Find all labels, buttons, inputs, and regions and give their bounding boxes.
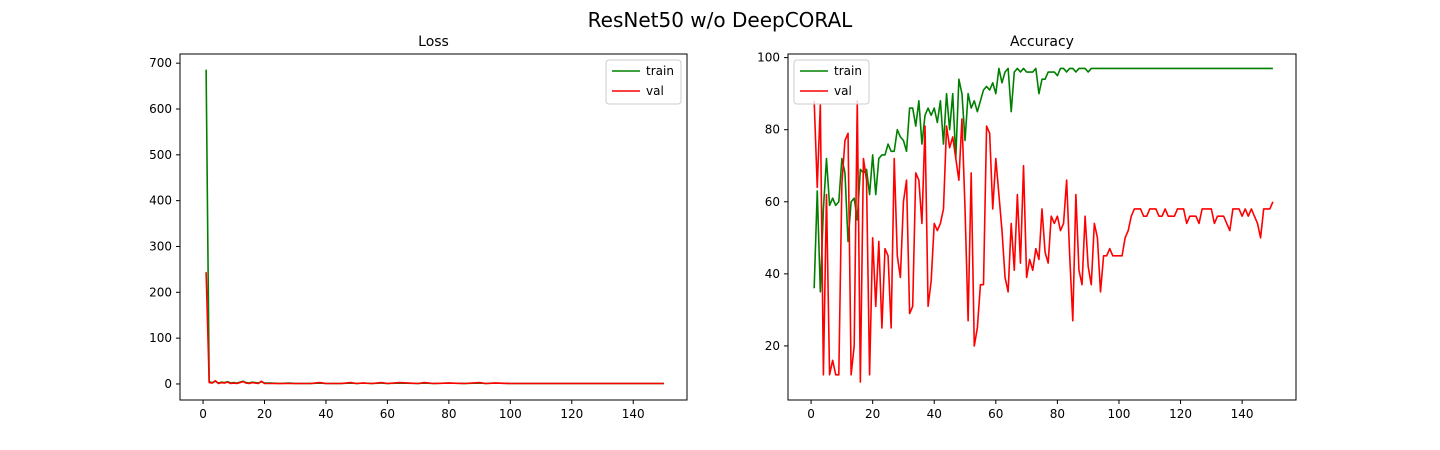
x-tick-label: 120 <box>560 407 583 421</box>
x-tick-label: 20 <box>865 407 880 421</box>
series-group <box>205 69 664 385</box>
y-tick-label: 400 <box>149 194 172 208</box>
chart-title: Accuracy <box>1010 34 1074 50</box>
x-tick-label: 140 <box>1231 407 1254 421</box>
x-tick-label: 80 <box>441 407 456 421</box>
plot-frame <box>179 53 688 401</box>
series-line-train <box>205 69 664 385</box>
legend-label-train: train <box>834 64 862 78</box>
y-tick-label: 0 <box>164 377 172 391</box>
y-tick-label: 200 <box>149 285 172 299</box>
y-tick-label: 40 <box>765 267 780 281</box>
plot-frame <box>787 53 1297 401</box>
x-tick-label: 40 <box>927 407 942 421</box>
figure-title: ResNet50 w/o DeepCORAL <box>588 8 854 32</box>
x-tick-label: 100 <box>499 407 522 421</box>
y-tick-label: 500 <box>149 148 172 162</box>
series-line-train <box>813 67 1273 293</box>
legend-label-train: train <box>646 64 674 78</box>
legend-label-val: val <box>834 84 852 98</box>
y-tick-label: 80 <box>765 123 780 137</box>
x-tick-label: 140 <box>622 407 645 421</box>
loss-axes: Loss 0 20 40 60 80 100 120 140 0 100 200 300 400 500 60… <box>149 34 688 421</box>
y-tick-label: 20 <box>765 339 780 353</box>
x-tick-label: 60 <box>380 407 395 421</box>
x-tick-label: 100 <box>1108 407 1131 421</box>
x-tick-label: 80 <box>1050 407 1065 421</box>
legend-label-val: val <box>646 84 664 98</box>
y-tick-label: 100 <box>757 51 780 65</box>
x-tick-label: 0 <box>807 407 815 421</box>
chart-title: Loss <box>418 34 449 50</box>
y-tick-label: 100 <box>149 331 172 345</box>
y-tick-label: 60 <box>765 195 780 209</box>
series-group <box>813 67 1274 383</box>
x-tick-label: 120 <box>1169 407 1192 421</box>
x-tick-label: 20 <box>257 407 272 421</box>
x-tick-label: 60 <box>988 407 1003 421</box>
x-tick-label: 0 <box>199 407 207 421</box>
series-line-val <box>813 100 1274 383</box>
legend: train val <box>605 59 682 105</box>
accuracy-axes: Accuracy 0 20 40 60 80 100 120 140 20 40 60 80 100 tra… <box>757 34 1297 421</box>
y-tick-label: 600 <box>149 102 172 116</box>
y-tick-label: 700 <box>149 56 172 70</box>
series-line-val <box>205 272 664 385</box>
x-tick-label: 40 <box>318 407 333 421</box>
legend: train val <box>793 59 870 105</box>
y-tick-label: 300 <box>149 239 172 253</box>
